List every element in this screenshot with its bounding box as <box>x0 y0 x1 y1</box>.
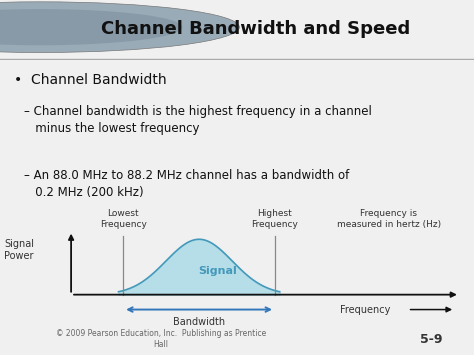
Text: – An 88.0 MHz to 88.2 MHz channel has a bandwidth of
   0.2 MHz (200 kHz): – An 88.0 MHz to 88.2 MHz channel has a … <box>24 169 349 199</box>
Text: © 2009 Pearson Education, Inc.  Publishing as Prentice
Hall: © 2009 Pearson Education, Inc. Publishin… <box>56 329 266 349</box>
Text: Lowest
Frequency: Lowest Frequency <box>100 209 146 229</box>
Text: Signal
Power: Signal Power <box>4 239 34 261</box>
Text: •  Channel Bandwidth: • Channel Bandwidth <box>14 73 167 87</box>
Text: Signal: Signal <box>199 266 237 276</box>
Text: – Channel bandwidth is the highest frequency in a channel
   minus the lowest fr: – Channel bandwidth is the highest frequ… <box>24 105 372 135</box>
Text: Frequency is
measured in hertz (Hz): Frequency is measured in hertz (Hz) <box>337 209 441 229</box>
Text: 5-9: 5-9 <box>420 333 443 345</box>
Circle shape <box>0 9 182 45</box>
Text: Frequency: Frequency <box>340 305 390 315</box>
Text: Highest
Frequency: Highest Frequency <box>252 209 298 229</box>
Text: Channel Bandwidth and Speed: Channel Bandwidth and Speed <box>101 20 410 38</box>
Circle shape <box>0 2 239 53</box>
Text: Bandwidth: Bandwidth <box>173 317 225 327</box>
